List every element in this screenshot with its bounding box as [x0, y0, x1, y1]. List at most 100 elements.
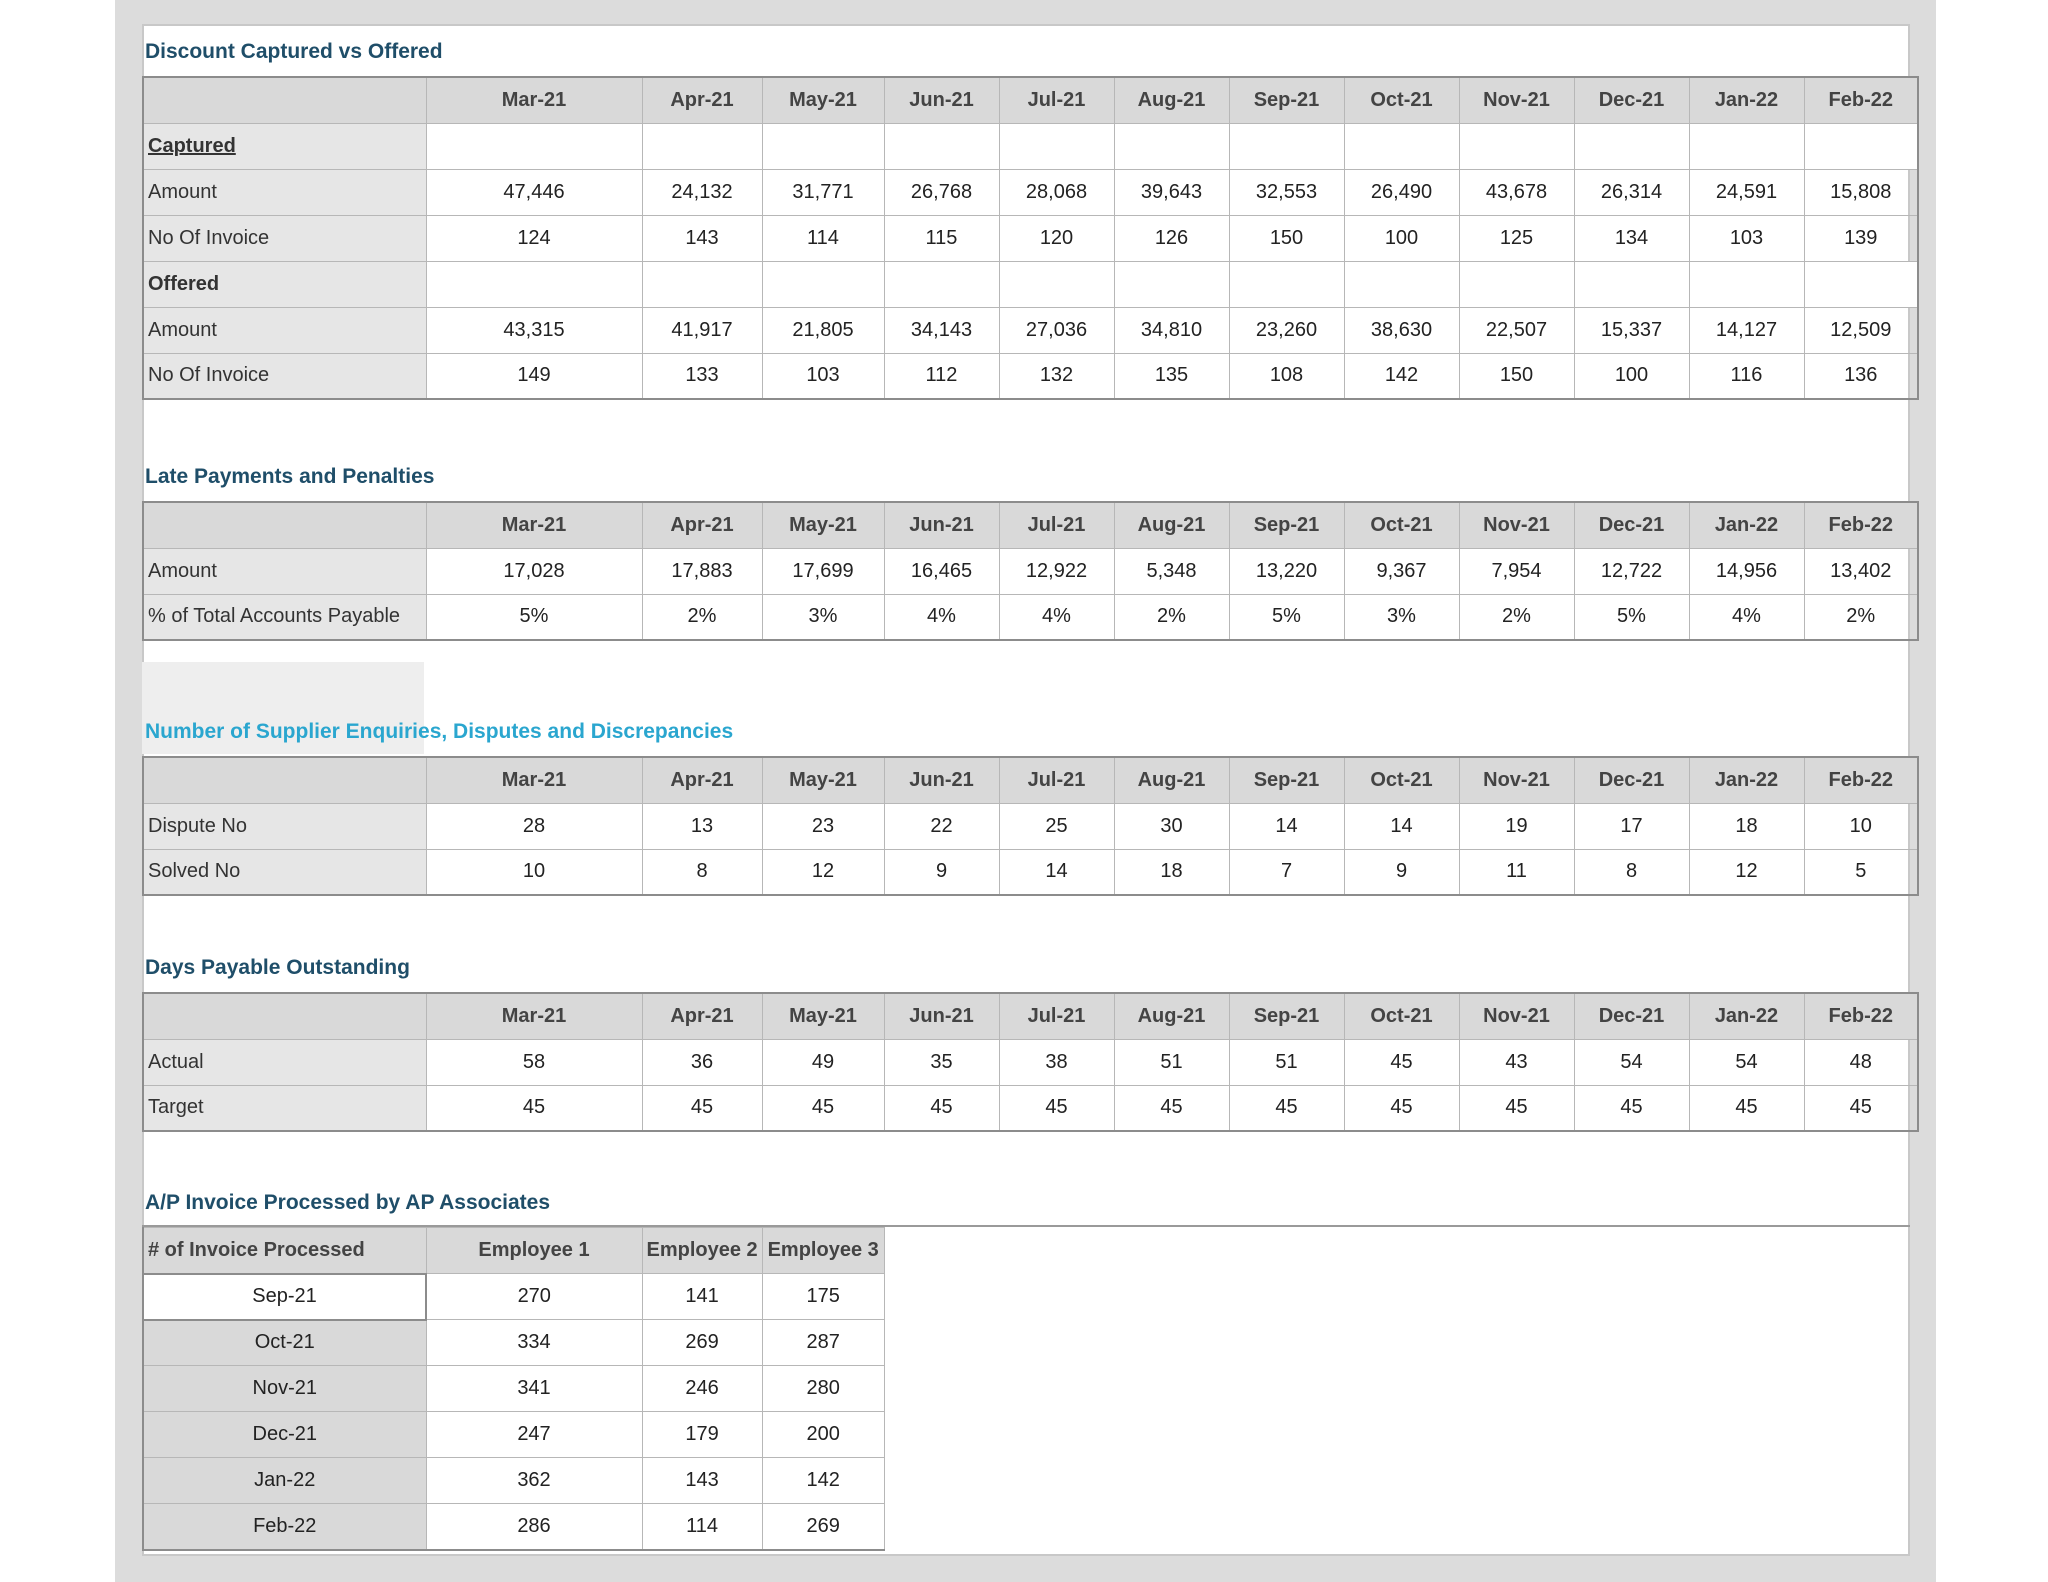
employee-header[interactable]: Employee 2	[641, 1227, 763, 1274]
data-cell[interactable]: 17,699	[761, 547, 885, 595]
data-cell[interactable]: 43,315	[425, 306, 643, 354]
empty-cell[interactable]	[883, 122, 1000, 170]
month-header-cell[interactable]: Aug-21	[1113, 76, 1230, 124]
data-cell[interactable]: 17	[1573, 802, 1690, 850]
data-cell[interactable]: 108	[1228, 352, 1345, 400]
month-header-cell[interactable]: Oct-21	[1343, 756, 1460, 804]
data-cell[interactable]: 24,132	[641, 168, 763, 216]
invoice-count-cell[interactable]: 142	[761, 1457, 885, 1504]
data-cell[interactable]: 14,956	[1688, 547, 1805, 595]
data-cell[interactable]: 34,143	[883, 306, 1000, 354]
data-cell[interactable]: 47,446	[425, 168, 643, 216]
data-cell[interactable]: 100	[1573, 352, 1690, 400]
data-cell[interactable]: 139	[1803, 214, 1919, 262]
data-cell[interactable]: 54	[1573, 1038, 1690, 1086]
data-cell[interactable]: 45	[1573, 1084, 1690, 1132]
solved-label[interactable]: Solved No	[142, 848, 427, 896]
data-cell[interactable]: 11	[1458, 848, 1575, 896]
data-cell[interactable]: 21,805	[761, 306, 885, 354]
data-cell[interactable]: 124	[425, 214, 643, 262]
month-header-cell[interactable]: Dec-21	[1573, 992, 1690, 1040]
invoice-month-cell[interactable]: Nov-21	[142, 1365, 427, 1412]
data-cell[interactable]: 54	[1688, 1038, 1805, 1086]
month-header-cell[interactable]: Jun-21	[883, 76, 1000, 124]
data-cell[interactable]: 45	[1803, 1084, 1919, 1132]
month-header-cell[interactable]: Mar-21	[425, 501, 643, 549]
data-cell[interactable]: 2%	[1113, 593, 1230, 641]
data-cell[interactable]: 48	[1803, 1038, 1919, 1086]
invoice-count-cell[interactable]: 143	[641, 1457, 763, 1504]
data-cell[interactable]: 45	[1343, 1038, 1460, 1086]
data-cell[interactable]: 26,490	[1343, 168, 1460, 216]
month-header-cell[interactable]: May-21	[761, 756, 885, 804]
data-cell[interactable]: 14	[998, 848, 1115, 896]
data-cell[interactable]: 136	[1803, 352, 1919, 400]
invoice-count-cell[interactable]: 270	[425, 1273, 643, 1320]
data-cell[interactable]: 43	[1458, 1038, 1575, 1086]
data-cell[interactable]: 114	[761, 214, 885, 262]
invoice-count-cell[interactable]: 200	[761, 1411, 885, 1458]
month-header-cell[interactable]: Feb-22	[1803, 992, 1919, 1040]
empty-cell[interactable]	[998, 260, 1115, 308]
data-cell[interactable]: 7	[1228, 848, 1345, 896]
data-cell[interactable]: 8	[641, 848, 763, 896]
invoice-count-cell[interactable]: 175	[761, 1273, 885, 1320]
dispute-label[interactable]: Dispute No	[142, 802, 427, 850]
data-cell[interactable]: 35	[883, 1038, 1000, 1086]
month-header-cell[interactable]: Sep-21	[1228, 76, 1345, 124]
data-cell[interactable]: 132	[998, 352, 1115, 400]
invoice-count-cell[interactable]: 247	[425, 1411, 643, 1458]
invoice-count-cell[interactable]: 334	[425, 1319, 643, 1366]
data-cell[interactable]: 10	[425, 848, 643, 896]
data-cell[interactable]: 5%	[1573, 593, 1690, 641]
data-cell[interactable]: 5%	[425, 593, 643, 641]
data-cell[interactable]: 2%	[1803, 593, 1919, 641]
data-cell[interactable]: 23	[761, 802, 885, 850]
invoice-count-cell[interactable]: 362	[425, 1457, 643, 1504]
data-cell[interactable]: 22	[883, 802, 1000, 850]
month-header-cell[interactable]: Jun-21	[883, 501, 1000, 549]
month-header-cell[interactable]: Apr-21	[641, 756, 763, 804]
data-cell[interactable]: 3%	[761, 593, 885, 641]
month-header-cell[interactable]: Nov-21	[1458, 756, 1575, 804]
data-cell[interactable]: 12	[761, 848, 885, 896]
data-cell[interactable]: 19	[1458, 802, 1575, 850]
data-cell[interactable]: 45	[1228, 1084, 1345, 1132]
data-cell[interactable]: 120	[998, 214, 1115, 262]
empty-cell[interactable]	[1343, 122, 1460, 170]
data-cell[interactable]: 126	[1113, 214, 1230, 262]
month-header-cell[interactable]: Mar-21	[425, 76, 643, 124]
data-cell[interactable]: 31,771	[761, 168, 885, 216]
data-cell[interactable]: 30	[1113, 802, 1230, 850]
month-header-cell[interactable]: Nov-21	[1458, 76, 1575, 124]
empty-cell[interactable]	[1688, 122, 1805, 170]
data-cell[interactable]: 150	[1458, 352, 1575, 400]
offered-group-label[interactable]: Offered	[142, 260, 427, 308]
invoice-count-cell[interactable]: 280	[761, 1365, 885, 1412]
month-header-cell[interactable]: Feb-22	[1803, 501, 1919, 549]
month-header-cell[interactable]: May-21	[761, 992, 885, 1040]
month-header-cell[interactable]: Jan-22	[1688, 756, 1805, 804]
empty-cell[interactable]	[425, 260, 643, 308]
data-cell[interactable]: 125	[1458, 214, 1575, 262]
data-cell[interactable]: 28,068	[998, 168, 1115, 216]
data-cell[interactable]: 4%	[1688, 593, 1805, 641]
invoices-corner-label[interactable]: # of Invoice Processed	[142, 1227, 427, 1274]
month-header-cell[interactable]: Oct-21	[1343, 76, 1460, 124]
data-cell[interactable]: 16,465	[883, 547, 1000, 595]
data-cell[interactable]: 103	[1688, 214, 1805, 262]
data-cell[interactable]: 17,028	[425, 547, 643, 595]
data-cell[interactable]: 143	[641, 214, 763, 262]
data-cell[interactable]: 51	[1228, 1038, 1345, 1086]
data-cell[interactable]: 134	[1573, 214, 1690, 262]
data-cell[interactable]: 116	[1688, 352, 1805, 400]
empty-cell[interactable]	[1688, 260, 1805, 308]
empty-cell[interactable]	[761, 260, 885, 308]
data-cell[interactable]: 149	[425, 352, 643, 400]
month-header-cell[interactable]: Oct-21	[1343, 992, 1460, 1040]
data-cell[interactable]: 51	[1113, 1038, 1230, 1086]
invoice-count-cell[interactable]: 179	[641, 1411, 763, 1458]
month-header-cell[interactable]: Sep-21	[1228, 992, 1345, 1040]
month-header-cell[interactable]: Nov-21	[1458, 992, 1575, 1040]
captured-invoice-label[interactable]: No Of Invoice	[142, 214, 427, 262]
